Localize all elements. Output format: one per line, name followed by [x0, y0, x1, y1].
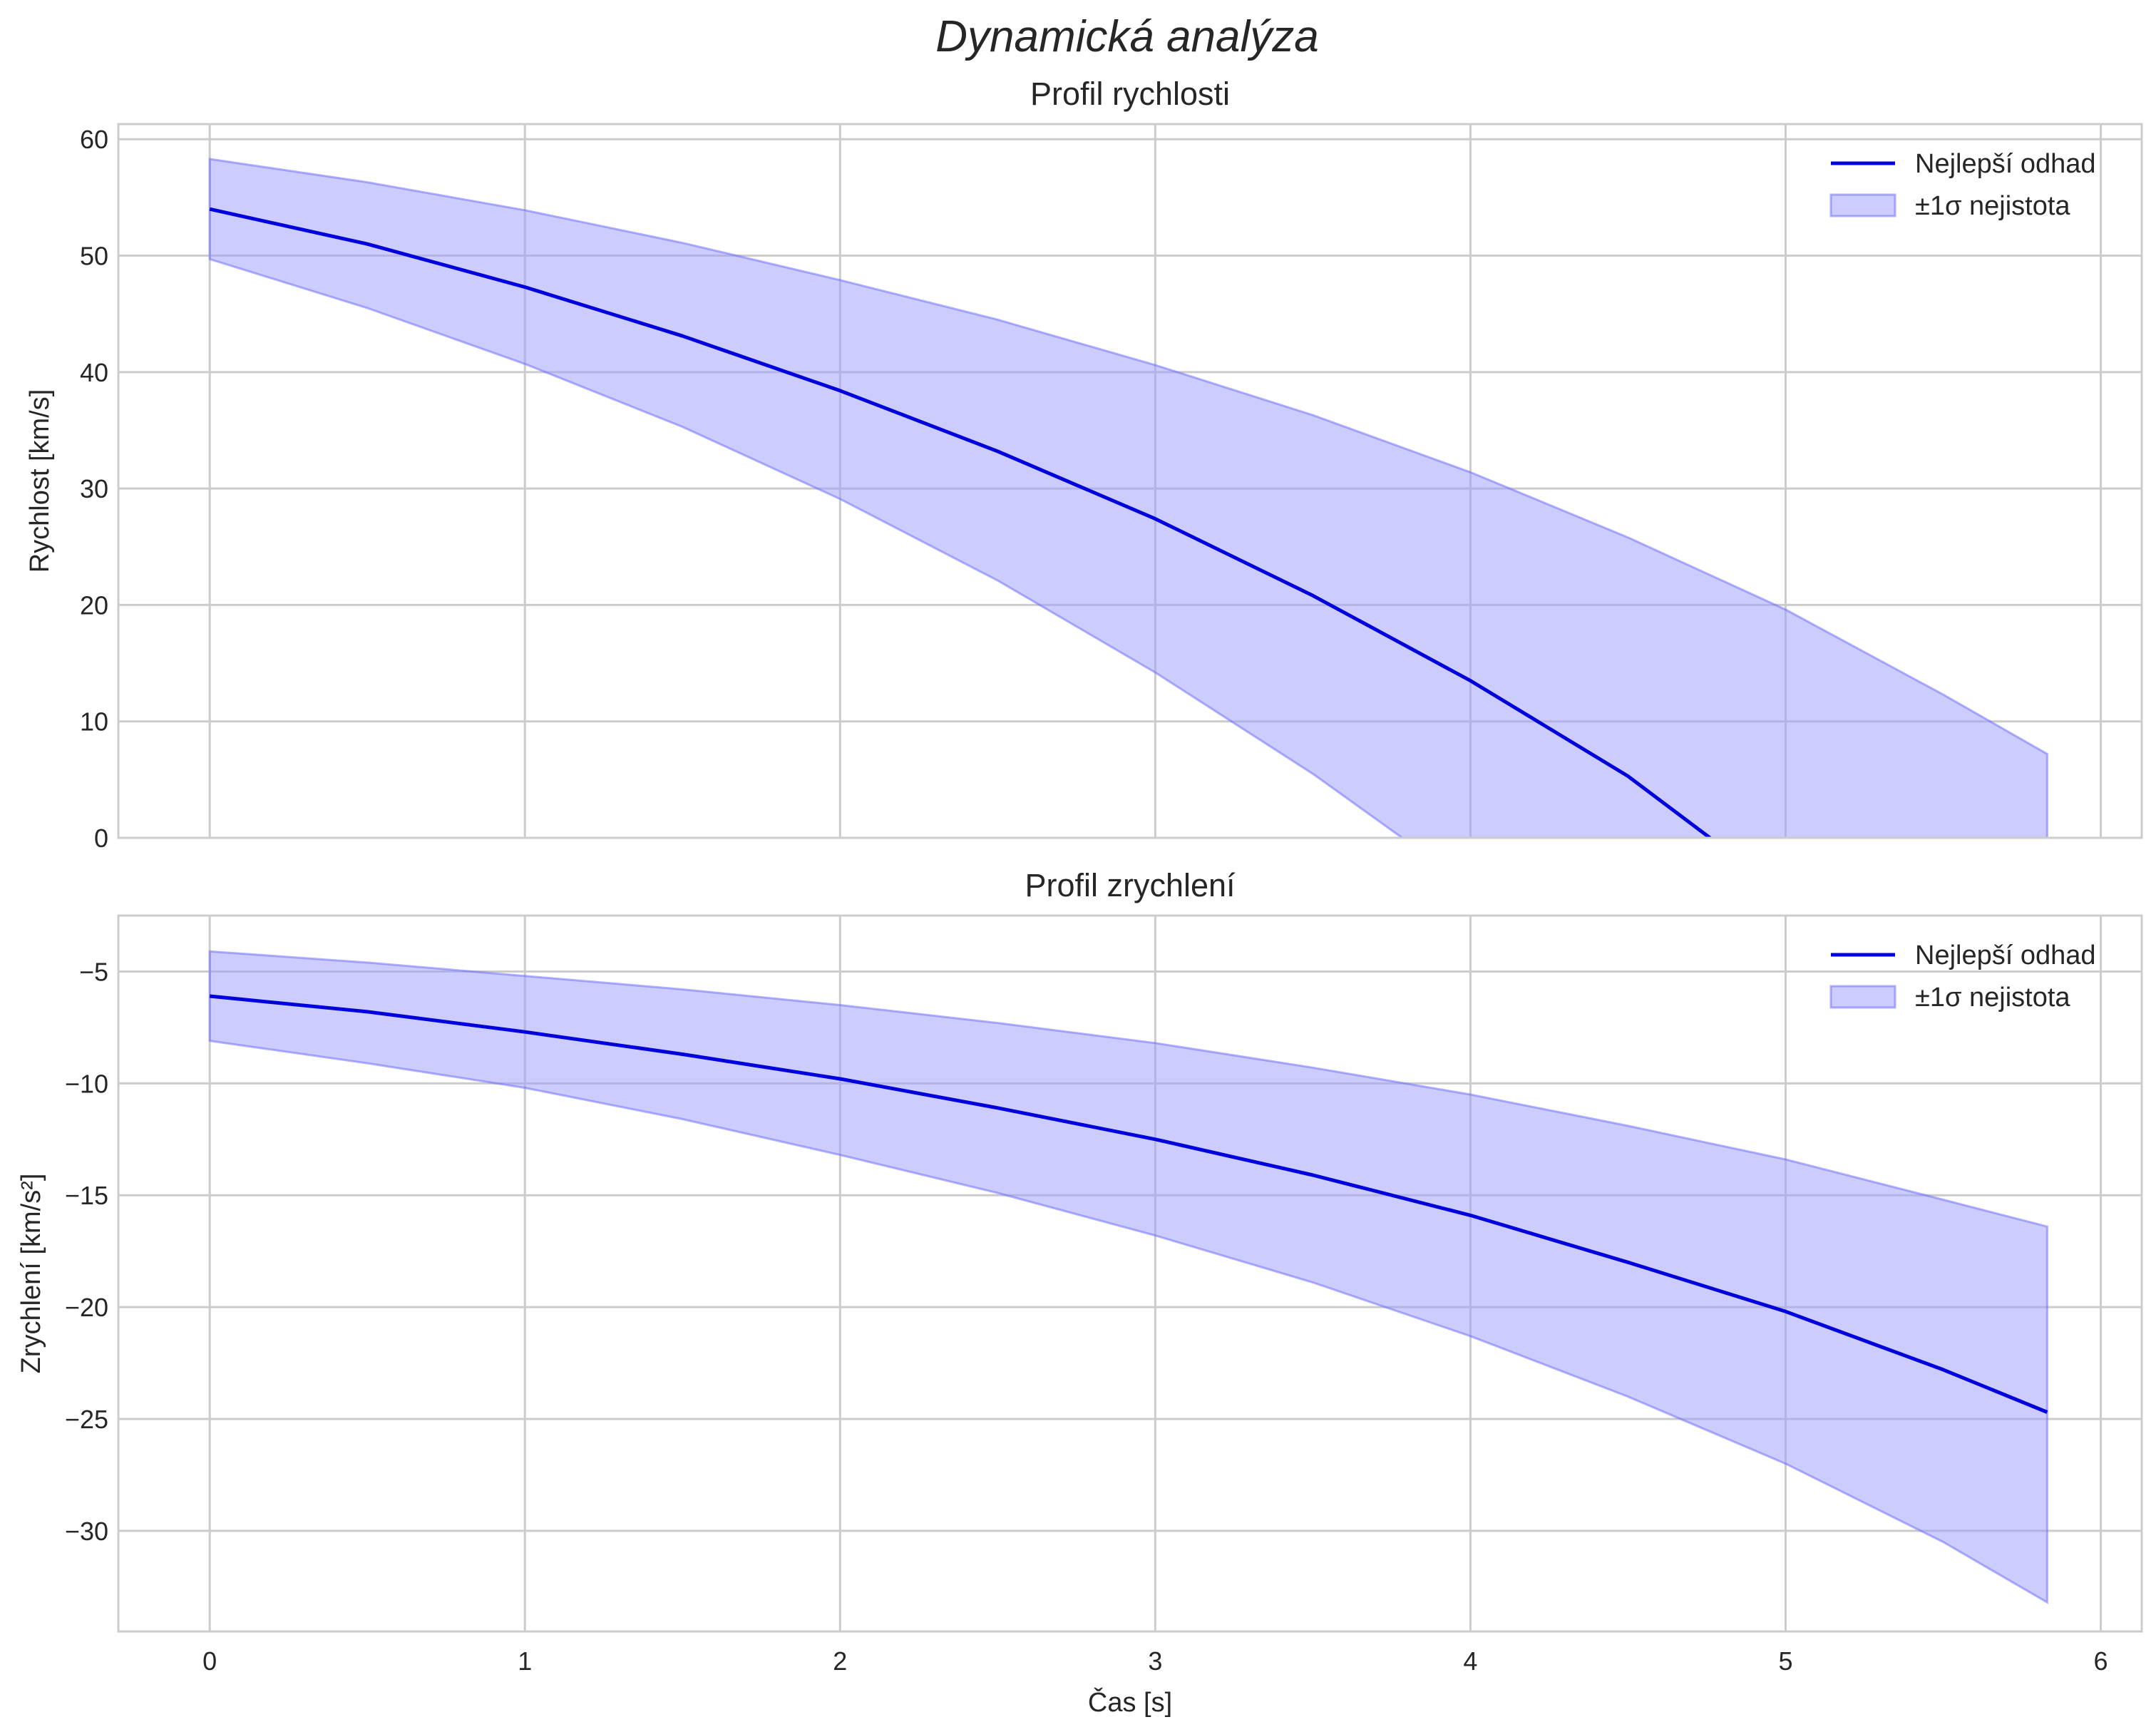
y-axis-label: Zrychlení [km/s²]	[16, 1174, 46, 1374]
legend: Nejlepší odhad ±1σ nejistota	[1829, 941, 2096, 1013]
legend: Nejlepší odhad ±1σ nejistota	[1829, 149, 2096, 221]
legend-label-uncertainty: ±1σ nejistota	[1915, 191, 2070, 221]
y-tick-label: −10	[65, 1069, 108, 1098]
legend-label-estimate: Nejlepší odhad	[1915, 941, 2096, 970]
best-estimate-line	[209, 994, 2048, 1414]
y-tick-label: 30	[80, 474, 108, 503]
x-tick-label: 2	[833, 1646, 847, 1676]
y-tick-label: 0	[94, 824, 108, 853]
y-tick-label: 10	[80, 707, 108, 737]
y-tick-label: 40	[80, 358, 108, 387]
x-tick-label: 1	[518, 1646, 532, 1676]
x-axis-label: Čas [s]	[1088, 1686, 1172, 1718]
subplot-2: −5 −10 −15 −20 −25 −30 0 1 2 3 4 5 6 Profil zrychlení…	[16, 867, 2143, 1718]
y-tick-label: −15	[65, 1181, 108, 1210]
subplot-title: Profil zrychlení	[1025, 867, 1236, 903]
uncertainty-band	[208, 158, 2048, 838]
x-tick-label: 5	[1778, 1646, 1792, 1676]
y-tick-label: 50	[80, 242, 108, 271]
subplot-1: 0 10 20 30 40 50 60 Profil rychlosti Rychlost [k…	[25, 76, 2143, 853]
best-estimate-line	[209, 207, 1711, 838]
legend-band-swatch	[1829, 193, 1896, 217]
legend-label-uncertainty: ±1σ nejistota	[1915, 983, 2070, 1013]
x-tick-label: 0	[202, 1646, 217, 1676]
y-axis-label: Rychlost [km/s]	[25, 389, 55, 573]
uncertainty-band	[208, 950, 2048, 1604]
subplot-title: Profil rychlosti	[1030, 76, 1230, 112]
figure-title: Dynamická analýza	[935, 12, 1319, 61]
x-tick-label: 3	[1148, 1646, 1162, 1676]
legend-label-estimate: Nejlepší odhad	[1915, 149, 2096, 179]
y-tick-label: −5	[79, 957, 108, 986]
legend-band-swatch	[1829, 985, 1896, 1009]
y-tick-label: 60	[80, 125, 108, 154]
x-tick-label: 4	[1463, 1646, 1477, 1676]
x-tick-label: 6	[2094, 1646, 2108, 1676]
axes-frame	[117, 914, 2143, 1633]
y-tick-label: 20	[80, 590, 108, 620]
y-tick-label: −25	[65, 1405, 108, 1434]
y-tick-label: −20	[65, 1293, 108, 1322]
axes-frame	[117, 123, 2143, 839]
y-tick-label: −30	[65, 1517, 108, 1546]
